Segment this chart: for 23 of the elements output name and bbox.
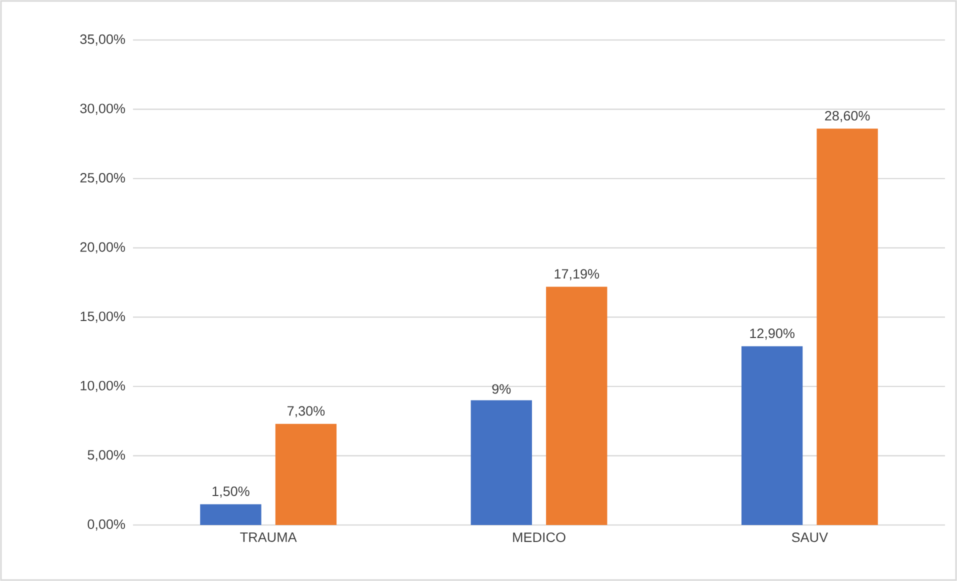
y-tick-label: 5,00% — [88, 450, 125, 462]
y-tick-label: 35,00% — [80, 34, 125, 46]
y-tick-label: 15,00% — [80, 312, 125, 323]
y-tick-label: 10,00% — [80, 380, 125, 392]
y-tick-label: 20,00% — [80, 242, 125, 254]
bar — [470, 400, 532, 525]
x-tick-label: MEDICO — [513, 532, 566, 542]
bar — [816, 128, 878, 525]
data-label: 28,60% — [825, 110, 870, 122]
bar — [275, 424, 337, 525]
data-label: 1,50% — [212, 486, 250, 498]
x-tick-label: TRAUMA — [240, 532, 297, 542]
y-tick-label: 30,00% — [80, 104, 125, 115]
y-tick-label: 0,00% — [88, 519, 125, 531]
bar — [741, 346, 803, 525]
bar — [200, 504, 262, 525]
bar — [546, 286, 608, 525]
data-label: 7,30% — [288, 406, 325, 418]
data-label: 12,90% — [750, 328, 794, 340]
x-tick-label: SAUV — [792, 532, 828, 542]
y-tick-label: 25,00% — [80, 172, 125, 184]
data-label: 9% — [492, 384, 511, 394]
data-label: 17,19% — [554, 269, 600, 280]
